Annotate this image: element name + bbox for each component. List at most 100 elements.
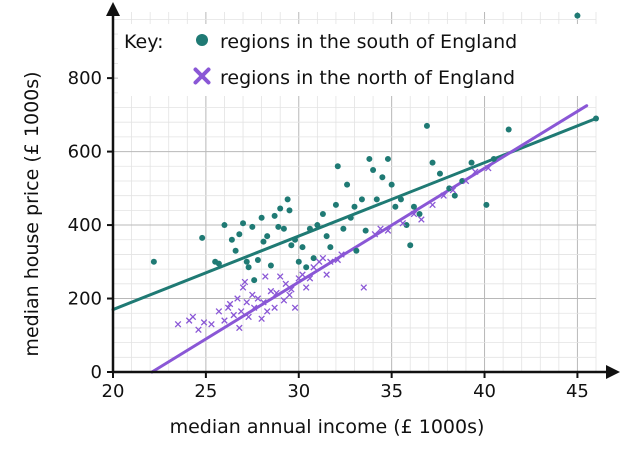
data-point-north [334, 256, 342, 264]
data-point-south [388, 181, 395, 188]
data-point-south [314, 222, 321, 229]
data-point-north [215, 308, 223, 315]
data-point-south [254, 256, 261, 263]
data-point-north [323, 271, 330, 278]
data-point-south [468, 159, 475, 166]
data-point-north [245, 313, 252, 321]
x-tick-label: 30 [287, 381, 310, 402]
data-point-north [230, 311, 238, 319]
data-point-north [200, 319, 208, 326]
data-point-north [384, 227, 392, 234]
data-point-north [280, 297, 288, 304]
y-tick-label: 800 [68, 68, 102, 89]
data-point-south [236, 231, 243, 238]
data-point-south [340, 225, 347, 232]
data-point-south [366, 155, 373, 162]
y-tick-label: 0 [91, 362, 102, 383]
data-point-north [462, 177, 470, 185]
data-point-south [150, 258, 157, 265]
data-point-south [351, 203, 358, 210]
data-point-north [302, 284, 310, 291]
data-point-north [306, 275, 314, 282]
legend-key-label: Key: [124, 31, 163, 53]
axes: 20 25 30 35 40 45 0 200 400 600 800 [68, 2, 620, 402]
y-axis-arrow [106, 2, 120, 16]
data-point-north [371, 230, 379, 238]
data-point-north [319, 254, 327, 262]
data-point-south [403, 222, 410, 229]
data-point-south [243, 258, 250, 265]
data-point-south [299, 244, 306, 251]
data-point-north [410, 210, 418, 218]
x-tick-label: 35 [380, 381, 403, 402]
data-point-south [303, 264, 310, 271]
data-point-south [344, 181, 351, 188]
data-point-south [505, 126, 512, 133]
data-point-north [338, 251, 345, 258]
data-point-south [358, 196, 365, 203]
data-point-north [221, 317, 228, 324]
data-point-north [189, 313, 197, 321]
data-point-north [260, 298, 267, 306]
data-point-south [407, 242, 414, 249]
data-point-south [215, 260, 222, 267]
data-point-north [484, 164, 492, 172]
data-point-south [332, 201, 339, 208]
data-point-south [228, 236, 235, 243]
data-point-north [291, 304, 299, 311]
data-point-south [232, 247, 239, 254]
data-point-south [310, 255, 317, 262]
data-point-south [221, 222, 228, 229]
trend-line-north [150, 104, 589, 374]
data-point-north [234, 295, 241, 302]
data-point-south [483, 201, 490, 208]
data-point-south [245, 264, 252, 271]
data-point-south [267, 262, 274, 269]
data-point-south [451, 192, 458, 199]
data-point-north [440, 192, 447, 199]
data-point-south [319, 211, 326, 218]
data-point-south [240, 220, 247, 227]
data-point-north [399, 219, 407, 227]
data-point-south [251, 277, 258, 284]
data-point-south [199, 234, 206, 241]
data-point-north [250, 304, 258, 311]
data-point-south [446, 185, 453, 192]
data-point-north [449, 186, 457, 194]
data-point-south [429, 159, 436, 166]
data-point-north [377, 225, 384, 232]
data-point-south [249, 223, 256, 230]
legend-north-label: regions in the north of England [220, 67, 515, 89]
trend-lines [111, 104, 598, 374]
data-point-south [292, 236, 299, 243]
data-point-north [243, 298, 251, 306]
data-point-south [384, 155, 391, 162]
data-point-north [262, 273, 269, 280]
data-points [150, 12, 599, 334]
data-point-north [273, 289, 280, 297]
legend-south-label: regions in the south of England [220, 31, 517, 53]
data-point-south [353, 247, 360, 254]
data-point-north [282, 280, 290, 288]
data-point-north [208, 320, 215, 328]
x-tick-label: 45 [566, 381, 589, 402]
data-point-south [373, 196, 380, 203]
data-point-south [258, 214, 265, 221]
data-point-south [490, 155, 497, 162]
y-axis-label: median house price (£ 1000s) [21, 71, 43, 356]
data-point-south [410, 203, 417, 210]
data-point-north [276, 273, 284, 280]
data-point-north [263, 308, 271, 315]
x-tick-label: 25 [194, 381, 217, 402]
data-point-south [370, 166, 377, 173]
data-point-south [416, 211, 423, 218]
legend-north-marker [193, 67, 211, 85]
data-point-south [284, 196, 291, 203]
data-point-north [195, 326, 202, 334]
data-point-north [237, 308, 245, 315]
data-point-south [288, 242, 295, 249]
data-point-north [174, 320, 182, 328]
data-point-south [280, 225, 287, 232]
data-point-south [271, 212, 278, 219]
y-tick-label: 200 [68, 289, 102, 310]
